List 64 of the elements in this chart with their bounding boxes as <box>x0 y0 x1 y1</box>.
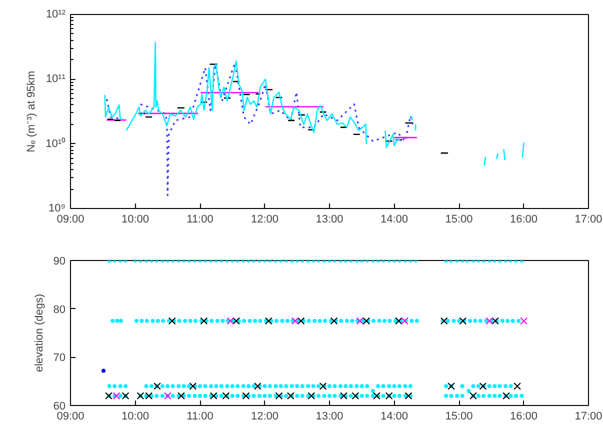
point <box>440 317 448 325</box>
point <box>356 317 364 325</box>
x-tick-label: 09:00 <box>56 410 84 422</box>
point <box>486 317 494 325</box>
x-tick-label: 15:00 <box>445 410 473 422</box>
x-tick-label: 10:00 <box>121 410 150 422</box>
y-tick-label: 10¹² <box>46 8 66 20</box>
y-axis-title: elevation (degs) <box>33 294 46 372</box>
point <box>514 382 522 390</box>
x-tick-label: 14:00 <box>380 410 408 422</box>
x-tick-label: 11:00 <box>186 410 214 422</box>
point <box>286 392 294 400</box>
point <box>404 392 412 400</box>
point <box>102 368 106 373</box>
x-tick-label: 13:00 <box>316 410 344 422</box>
point <box>362 317 370 325</box>
x-tick-label: 12:00 <box>250 410 279 422</box>
y-tick-label: 80 <box>53 304 66 316</box>
x-tick-label: 11:00 <box>186 214 214 226</box>
point <box>275 392 283 400</box>
point <box>340 392 348 400</box>
x-tick-label: 13:00 <box>316 214 344 226</box>
point <box>330 317 338 325</box>
y-axis-title: Nₑ (m⁻³) at 95km <box>26 70 38 152</box>
x-tick-label: 14:00 <box>380 214 408 226</box>
point <box>177 392 185 400</box>
point <box>308 392 316 400</box>
x-tick-label: 12:00 <box>250 214 279 226</box>
x-tick-label: 15:00 <box>445 214 473 226</box>
y-tick-label: 70 <box>53 352 66 364</box>
point <box>459 317 467 325</box>
point <box>297 317 305 325</box>
point <box>492 317 499 325</box>
point <box>232 317 240 325</box>
point <box>520 317 528 325</box>
x-tick-label: 17:00 <box>574 214 602 226</box>
point <box>400 317 408 325</box>
point <box>479 382 487 390</box>
x-tick-label: 09:00 <box>56 214 84 226</box>
point <box>395 317 403 325</box>
x-tick-label: 10:00 <box>121 214 150 226</box>
point <box>104 392 112 400</box>
y-tick-label: 10⁹ <box>48 202 66 214</box>
point <box>210 392 218 400</box>
point <box>291 317 299 325</box>
point <box>319 382 327 390</box>
x-tick-label: 16:00 <box>510 410 538 422</box>
y-tick-label: 10¹¹ <box>46 73 66 86</box>
x-tick-label: 17:00 <box>574 410 602 422</box>
point <box>112 392 120 400</box>
x-tick-label: 16:00 <box>510 214 538 226</box>
point <box>200 317 208 325</box>
point <box>168 317 176 325</box>
point <box>222 392 230 400</box>
point <box>226 317 234 325</box>
point <box>189 382 197 390</box>
y-tick-label: 90 <box>53 256 66 268</box>
point <box>254 382 262 390</box>
y-tick-label: 10¹⁰ <box>46 136 66 150</box>
point <box>242 392 250 400</box>
y-tick-label: 60 <box>53 400 66 412</box>
point <box>373 392 380 400</box>
point <box>352 392 360 400</box>
point <box>264 317 272 325</box>
